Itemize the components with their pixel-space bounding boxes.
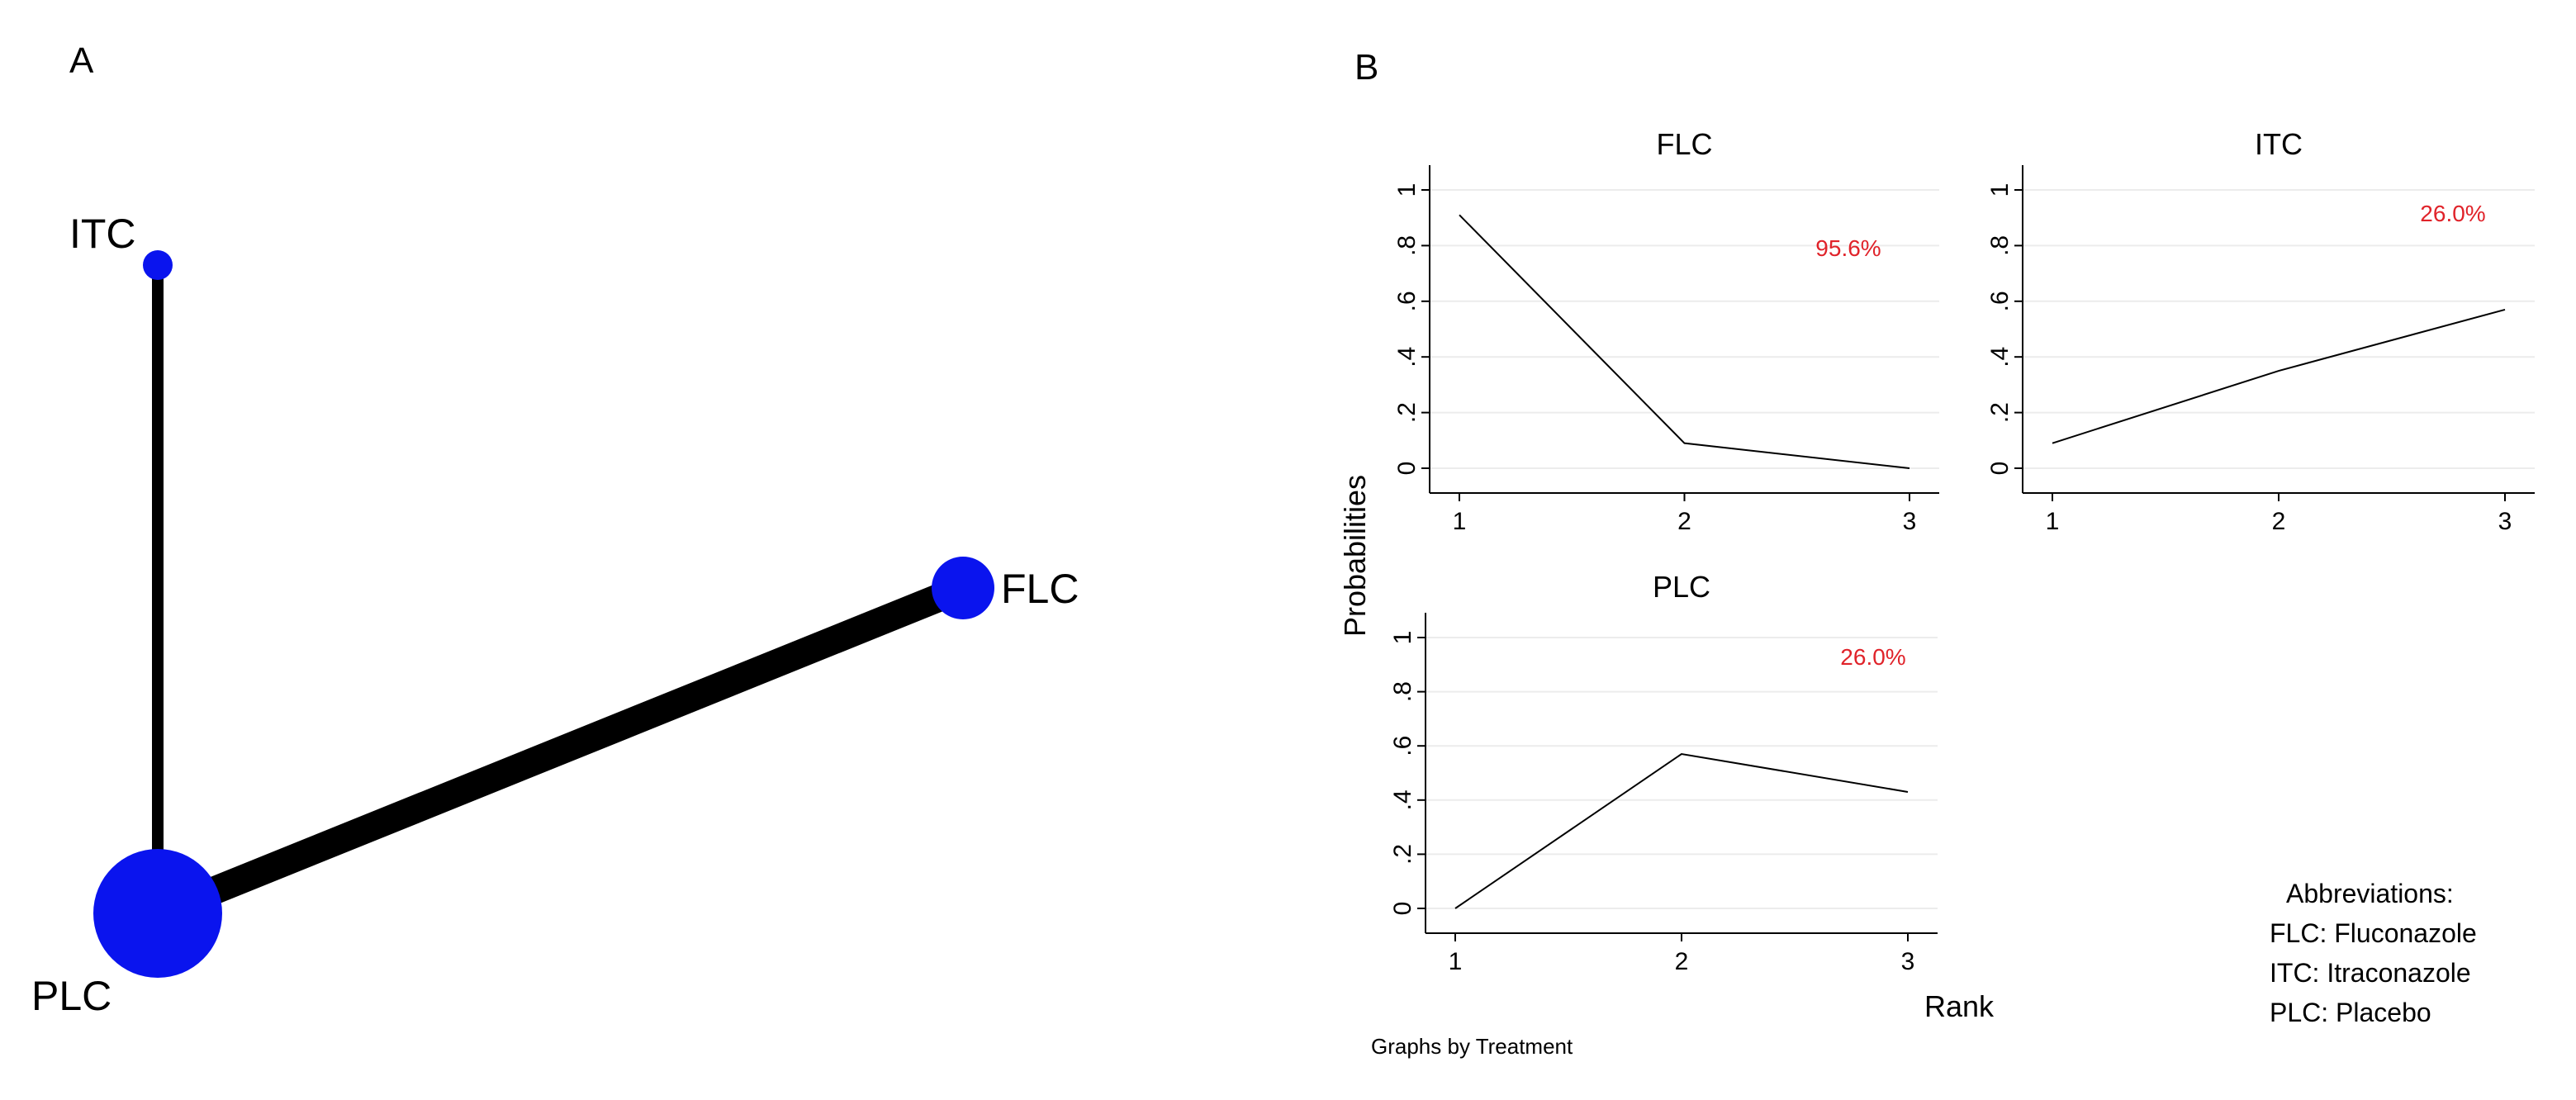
x-tick-label: 3	[1901, 948, 1915, 975]
y-axis-label: Probabilities	[1338, 475, 1372, 637]
y-tick-label: .4	[1393, 347, 1421, 367]
panel-b-label: B	[1354, 47, 1378, 88]
rank-probability-line	[2052, 308, 2506, 444]
subplot-title: ITC	[2255, 127, 2303, 161]
abbreviations-title: Abbreviations:	[2286, 879, 2454, 908]
subplot-title: PLC	[1653, 570, 1710, 604]
x-tick-label: 1	[1453, 508, 1467, 535]
x-axis-label: Rank	[1924, 989, 1995, 1023]
x-tick-label: 1	[1449, 948, 1463, 975]
node-flc	[932, 557, 994, 619]
x-tick-label: 2	[1675, 948, 1689, 975]
subplot-itc: 0 .2 .4 .6 .8 1 1 2 3 ITC 26.0%	[1986, 127, 2535, 535]
edge-flc-plc	[152, 575, 969, 927]
caption: Graphs by Treatment	[1371, 1034, 1573, 1059]
abbreviation-plc: PLC: Placebo	[2270, 998, 2431, 1027]
node-plc	[93, 849, 222, 978]
y-tick-label: .2	[1986, 402, 2014, 423]
network-panel: A ITC FLC PLC	[31, 40, 1079, 1019]
panel-a-label: A	[69, 40, 94, 81]
node-itc	[143, 250, 173, 280]
rank-probability-line	[1454, 752, 1909, 909]
rank-probability-line	[1459, 214, 1910, 469]
node-label-plc: PLC	[31, 973, 111, 1019]
y-tick-label: 1	[1389, 631, 1416, 645]
subplots: 0 .2 .4 .6 .8 1 1 2 3 FLC 95.6% 0 .2 .4 .6 .8 1 1 2 3 ITC 26.…	[1389, 127, 2535, 975]
abbreviation-itc: ITC: Itraconazole	[2270, 958, 2471, 988]
sucra-annotation: 26.0%	[2420, 201, 2485, 226]
x-tick-label: 3	[2498, 508, 2512, 535]
subplot-title: FLC	[1656, 127, 1712, 161]
y-tick-label: .8	[1986, 235, 2014, 256]
sucra-annotation: 95.6%	[1815, 235, 1881, 261]
y-tick-label: 1	[1986, 183, 2014, 197]
x-tick-label: 2	[1677, 508, 1691, 535]
y-tick-label: .4	[1986, 347, 2014, 367]
y-tick-label: 0	[1389, 902, 1416, 916]
y-tick-label: .2	[1393, 402, 1421, 423]
x-tick-label: 3	[1903, 508, 1917, 535]
y-tick-label: .6	[1986, 291, 2014, 311]
subplot-flc: 0 .2 .4 .6 .8 1 1 2 3 FLC 95.6%	[1393, 127, 1939, 535]
y-tick-label: 0	[1393, 462, 1421, 476]
y-tick-label: .8	[1393, 235, 1421, 256]
y-tick-label: .2	[1389, 844, 1416, 865]
y-tick-label: 0	[1986, 462, 2014, 476]
x-tick-label: 2	[2272, 508, 2286, 535]
x-tick-label: 1	[2046, 508, 2060, 535]
y-tick-label: .6	[1389, 736, 1416, 756]
abbreviation-flc: FLC: Fluconazole	[2270, 918, 2477, 948]
abbreviations-legend: Abbreviations: FLC: Fluconazole ITC: Itr…	[2270, 879, 2477, 1027]
y-tick-label: .4	[1389, 789, 1416, 810]
node-label-flc: FLC	[1001, 566, 1079, 612]
rankogram-panel: B Probabilities Rank Graphs by Treatment…	[1338, 47, 2535, 1059]
subplot-plc: 0 .2 .4 .6 .8 1 1 2 3 PLC 26.0%	[1389, 570, 1938, 975]
sucra-annotation: 26.0%	[1840, 644, 1905, 670]
y-tick-label: .6	[1393, 291, 1421, 311]
y-tick-label: 1	[1393, 183, 1421, 197]
node-label-itc: ITC	[69, 211, 136, 257]
y-tick-label: .8	[1389, 681, 1416, 702]
